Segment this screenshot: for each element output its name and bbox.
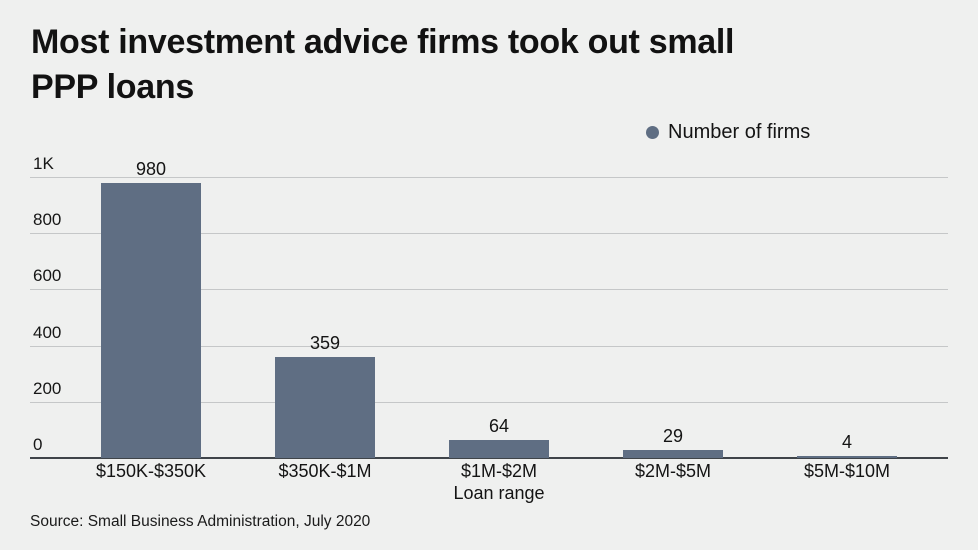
legend: Number of firms — [646, 121, 810, 144]
bar — [449, 440, 549, 458]
bar — [275, 357, 375, 458]
bar-value-label: 29 — [662, 425, 684, 446]
bar — [101, 182, 201, 458]
bar-value-label: 64 — [488, 416, 510, 437]
legend-label: Number of firms — [668, 121, 811, 143]
bar-value-label: 359 — [309, 333, 341, 354]
x-axis-line — [30, 457, 948, 459]
bar — [623, 449, 723, 458]
gridline — [30, 401, 948, 403]
x-axis-title: Loan range — [453, 483, 545, 503]
x-axis-category-label: $1M-$2M — [460, 461, 538, 481]
y-axis-tick-label: 0 — [33, 435, 43, 454]
source-note: Source: Small Business Administration, J… — [30, 513, 371, 530]
bar — [797, 456, 897, 458]
y-axis-tick-label: 200 — [33, 378, 62, 398]
legend-marker-icon — [646, 126, 659, 139]
chart-title: Most investment advice firms took out sm… — [31, 20, 734, 110]
y-axis-tick-label: 1K — [33, 154, 54, 173]
x-axis-category-label: $350K-$1M — [278, 461, 372, 481]
y-axis-tick-label: 800 — [33, 210, 62, 230]
chart-title-line-1: Most investment advice firms took out sm… — [31, 23, 735, 61]
bar-value-label: 980 — [135, 158, 167, 179]
x-axis-category-label: $5M-$10M — [803, 461, 891, 481]
gridline — [30, 345, 948, 347]
x-axis-category-label: $2M-$5M — [634, 461, 712, 481]
chart-title-line-2: PPP loans — [31, 68, 194, 106]
gridline — [30, 177, 948, 178]
x-axis-category-label: $150K-$350K — [95, 461, 207, 481]
gridline — [30, 289, 948, 291]
y-axis-tick-label: 600 — [33, 266, 62, 286]
bar-value-label: 4 — [841, 432, 852, 452]
y-axis-tick-label: 400 — [33, 322, 62, 342]
gridline — [30, 233, 948, 235]
